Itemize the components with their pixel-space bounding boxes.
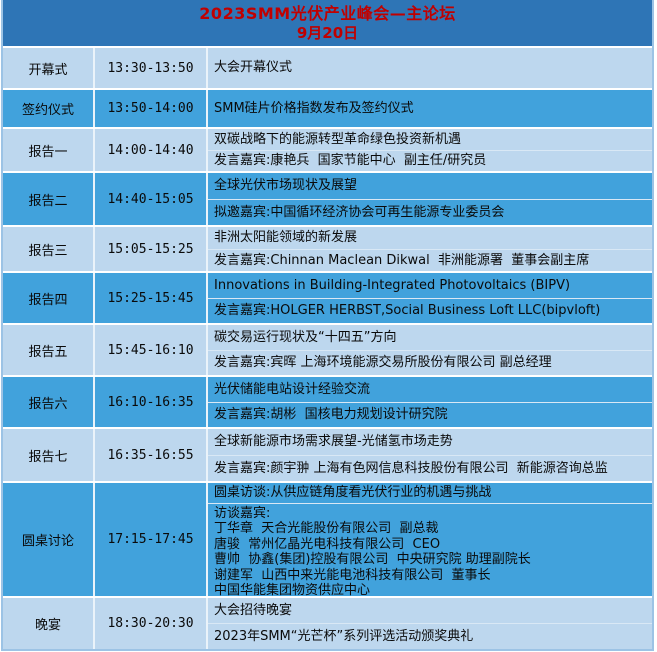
session-time: 15:05-15:25 — [95, 227, 208, 271]
session-details: Innovations in Building-Integrated Photo… — [208, 273, 652, 323]
session-time: 18:30-20:30 — [95, 598, 208, 649]
session-detail-line: 发言嘉宾:HOLGER HERBST,Social Business Loft … — [214, 303, 601, 318]
session-detail-line: 谢建军 山西中来光能电池科技有限公司 董事长 — [214, 567, 491, 583]
session-detail-block: 发言嘉宾:康艳兵 国家节能中心 副主任/研究员 — [208, 149, 652, 172]
session-label: 签约仪式 — [3, 90, 95, 127]
session-details: SMM硅片价格指数发布及签约仪式 — [208, 90, 652, 127]
session-detail-block: 非洲太阳能领域的新发展 — [208, 227, 652, 249]
session-detail-line: 全球新能源市场需求展望-光储氢市场走势 — [214, 434, 453, 449]
session-detail-line: 非洲太阳能领域的新发展 — [214, 230, 358, 245]
session-time: 17:15-17:45 — [95, 483, 208, 596]
session-time: 14:40-15:05 — [95, 173, 208, 225]
session-detail-line: 大会开幕仪式 — [214, 60, 293, 76]
agenda-row: 开幕式 13:30-13:50 大会开幕仪式 — [3, 48, 652, 88]
session-detail-line: 发言嘉宾:宾晖 上海环境能源交易所股份有限公司 副总经理 — [214, 355, 552, 370]
session-detail-block: 光伏储能电站设计经验交流 — [208, 377, 652, 402]
session-details: 碳交易运行现状及“十四五”方向发言嘉宾:宾晖 上海环境能源交易所股份有限公司 副… — [208, 325, 652, 375]
table-header: 2023SMM光伏产业峰会—主论坛 9月20日 — [3, 0, 652, 48]
agenda-row: 报告一 14:00-14:40 双碳战略下的能源转型革命绿色投资新机遇 发言嘉宾:康艳… — [3, 127, 652, 171]
session-label: 报告三 — [3, 227, 95, 271]
session-detail-line: 2023年SMM“光芒杯”系列评选活动颁奖典礼 — [214, 628, 474, 644]
session-detail-block: 发言嘉宾:Chinnan Maclean Dikwal 非洲能源署 董事会副主席 — [208, 248, 652, 272]
session-detail-block: 访谈嘉宾: 丁华章 天合光能股份有限公司 副总裁 唐骏 常州亿晶光电科技有限公司 C… — [208, 502, 652, 601]
session-detail-line: 碳交易运行现状及“十四五”方向 — [214, 329, 397, 345]
session-details: 全球新能源市场需求展望-光储氢市场走势发言嘉宾:颜宇翀 上海有色网信息科技股份有… — [208, 429, 652, 481]
session-time: 16:10-16:35 — [95, 377, 208, 427]
session-label: 报告七 — [3, 429, 95, 481]
session-detail-block: 发言嘉宾:HOLGER HERBST,Social Business Loft … — [208, 297, 652, 324]
session-time: 13:30-13:50 — [95, 48, 208, 88]
session-detail-line: 全球光伏市场现状及展望 — [214, 178, 358, 193]
session-time: 15:25-15:45 — [95, 273, 208, 323]
session-detail-block: 碳交易运行现状及“十四五”方向 — [208, 325, 652, 350]
agenda-row: 报告三 15:05-15:25 非洲太阳能领域的新发展 发言嘉宾:Chinnan Ma… — [3, 225, 652, 271]
session-details: 非洲太阳能领域的新发展发言嘉宾:Chinnan Maclean Dikwal 非… — [208, 227, 652, 271]
session-detail-block: Innovations in Building-Integrated Photo… — [208, 273, 652, 298]
session-time: 13:50-14:00 — [95, 90, 208, 127]
session-details: 全球光伏市场现状及展望拟邀嘉宾:中国循环经济协会可再生能源专业委员会 — [208, 173, 652, 225]
session-detail-line: SMM硅片价格指数发布及签约仪式 — [214, 100, 414, 116]
session-label: 报告五 — [3, 325, 95, 375]
agenda-row: 报告六 16:10-16:35 光伏储能电站设计经验交流 发言嘉宾:胡彬 国核电力规划… — [3, 375, 652, 427]
forum-date: 9月20日 — [296, 24, 359, 42]
session-detail-block: 全球新能源市场需求展望-光储氢市场走势 — [208, 429, 652, 455]
session-label: 报告六 — [3, 377, 95, 427]
session-detail-block: 双碳战略下的能源转型革命绿色投资新机遇 — [208, 129, 652, 150]
session-detail-block: 发言嘉宾:宾晖 上海环境能源交易所股份有限公司 副总经理 — [208, 349, 652, 376]
agenda-row: 报告二 14:40-15:05 全球光伏市场现状及展望 拟邀嘉宾:中国循环经济协会可再… — [3, 171, 652, 225]
session-detail-line: Innovations in Building-Integrated Photo… — [214, 277, 571, 293]
session-detail-line: 曹帅 协鑫(集团)控股有限公司 中央研究院 助理副院长 — [214, 552, 531, 567]
session-detail-block: 圆桌访谈:从供应链角度看光伏行业的机遇与挑战 — [208, 483, 652, 503]
session-detail-block: SMM硅片价格指数发布及签约仪式 — [208, 90, 652, 127]
session-details: 光伏储能电站设计经验交流发言嘉宾:胡彬 国核电力规划设计研究院 — [208, 377, 652, 427]
session-time: 16:35-16:55 — [95, 429, 208, 481]
session-detail-block: 拟邀嘉宾:中国循环经济协会可再生能源专业委员会 — [208, 198, 652, 226]
agenda-row: 签约仪式 13:50-14:00 SMM硅片价格指数发布及签约仪式 — [3, 88, 652, 127]
agenda-row: 圆桌讨论 17:15-17:45 圆桌访谈:从供应链角度看光伏行业的机遇与挑战 访谈嘉… — [3, 481, 652, 598]
forum-title: 2023SMM光伏产业峰会—主论坛 — [199, 4, 456, 23]
session-detail-line: 中国华能集团物资供应中心 — [214, 583, 371, 598]
session-label: 开幕式 — [3, 48, 95, 88]
session-label: 报告一 — [3, 129, 95, 171]
session-detail-line: 光伏储能电站设计经验交流 — [214, 381, 371, 397]
session-detail-line: 大会招待晚宴 — [214, 602, 293, 618]
session-label: 报告二 — [3, 173, 95, 225]
session-details: 双碳战略下的能源转型革命绿色投资新机遇发言嘉宾:康艳兵 国家节能中心 副主任/研… — [208, 129, 652, 171]
session-time: 14:00-14:40 — [95, 129, 208, 171]
session-label: 晚宴 — [3, 598, 95, 649]
session-detail-line: 访谈嘉宾: — [214, 505, 271, 521]
session-detail-block: 发言嘉宾:胡彬 国核电力规划设计研究院 — [208, 401, 652, 428]
session-detail-line: 丁华章 天合光能股份有限公司 副总裁 — [214, 521, 439, 536]
session-detail-line: 圆桌访谈:从供应链角度看光伏行业的机遇与挑战 — [214, 485, 492, 500]
session-detail-line: 唐骏 常州亿晶光电科技有限公司 CEO — [214, 536, 441, 552]
session-detail-line: 发言嘉宾:康艳兵 国家节能中心 副主任/研究员 — [214, 153, 487, 168]
session-detail-line: 双碳战略下的能源转型革命绿色投资新机遇 — [214, 131, 462, 147]
session-detail-block: 发言嘉宾:颜宇翀 上海有色网信息科技股份有限公司 新能源咨询总监 — [208, 454, 652, 482]
agenda-row: 晚宴 18:30-20:30 大会招待晚宴 2023年SMM“光芒杯”系列评选活动颁奖… — [3, 596, 652, 649]
session-detail-block: 大会招待晚宴 — [208, 598, 652, 623]
session-detail-line: 发言嘉宾:胡彬 国核电力规划设计研究院 — [214, 407, 448, 422]
agenda-row: 报告七 16:35-16:55 全球新能源市场需求展望-光储氢市场走势 发言嘉宾:颜宇… — [3, 427, 652, 481]
session-details: 圆桌访谈:从供应链角度看光伏行业的机遇与挑战 访谈嘉宾: 丁华章 天合光能股份有限公… — [208, 483, 652, 598]
session-detail-block: 2023年SMM“光芒杯”系列评选活动颁奖典礼 — [208, 623, 652, 649]
session-details: 大会招待晚宴 2023年SMM“光芒杯”系列评选活动颁奖典礼 — [208, 598, 652, 649]
session-detail-line: 发言嘉宾:颜宇翀 上海有色网信息科技股份有限公司 新能源咨询总监 — [214, 460, 608, 476]
agenda-rows: 开幕式 13:30-13:50 大会开幕仪式签约仪式 13:50-14:00 SMM硅片… — [3, 48, 652, 649]
session-label: 报告四 — [3, 273, 95, 323]
agenda-row: 报告五 15:45-16:10 碳交易运行现状及“十四五”方向 发言嘉宾:宾晖 上海环… — [3, 323, 652, 375]
session-label: 圆桌讨论 — [3, 483, 95, 596]
session-details: 大会开幕仪式 — [208, 48, 652, 88]
agenda-row: 报告四 15:25-15:45 Innovations in Building-In… — [3, 271, 652, 323]
session-detail-line: 发言嘉宾:Chinnan Maclean Dikwal 非洲能源署 董事会副主席 — [214, 252, 590, 268]
session-detail-block: 大会开幕仪式 — [208, 48, 652, 88]
session-detail-line: 拟邀嘉宾:中国循环经济协会可再生能源专业委员会 — [214, 204, 505, 220]
session-detail-block: 全球光伏市场现状及展望 — [208, 173, 652, 199]
session-time: 15:45-16:10 — [95, 325, 208, 375]
